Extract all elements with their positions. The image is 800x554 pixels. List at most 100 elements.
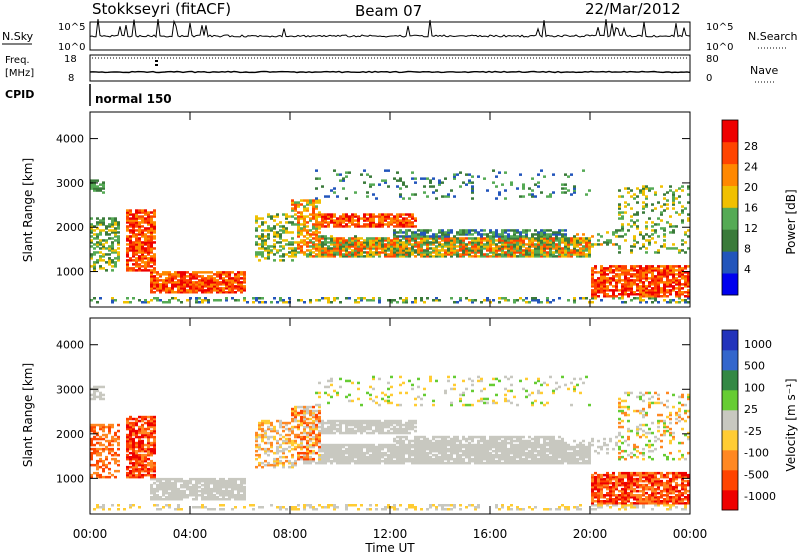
velocity-cell	[336, 451, 339, 455]
power-cell	[300, 229, 303, 232]
velocity-cell	[189, 494, 192, 497]
power-cell	[171, 283, 174, 286]
velocity-cell	[132, 461, 135, 465]
power-cell	[342, 187, 345, 190]
power-cell	[561, 233, 564, 236]
power-cell	[99, 239, 102, 242]
power-cell	[492, 253, 495, 256]
power-cell	[141, 259, 144, 262]
power-cell	[108, 261, 111, 264]
velocity-cell	[117, 437, 120, 441]
power-cell	[297, 299, 300, 302]
power-cell	[270, 229, 273, 232]
power-cell	[678, 265, 681, 268]
velocity-cell	[279, 449, 282, 453]
power-cell	[414, 255, 417, 258]
velocity-cell	[294, 433, 297, 437]
power-cell	[411, 193, 414, 196]
velocity-cell	[408, 443, 411, 447]
power-cell	[621, 293, 624, 296]
power-cell	[342, 237, 345, 240]
power-cell	[648, 283, 651, 286]
velocity-cell	[333, 421, 336, 425]
power-cell	[324, 241, 327, 244]
power-cell	[408, 221, 411, 224]
velocity-cell	[132, 447, 135, 451]
power-cell	[603, 275, 606, 278]
power-cell	[273, 243, 276, 246]
power-cell	[231, 283, 234, 286]
power-cell	[354, 249, 357, 252]
velocity-cell	[96, 433, 99, 437]
power-cell	[210, 285, 213, 288]
power-cell	[492, 181, 495, 184]
velocity-cell	[309, 449, 312, 453]
power-cell	[597, 291, 600, 294]
velocity-cell	[333, 451, 336, 455]
power-cell	[345, 297, 348, 300]
power-cell	[516, 187, 519, 190]
power-cell	[468, 229, 471, 232]
power-cell	[459, 297, 462, 300]
power-cell	[462, 237, 465, 240]
power-cell	[504, 243, 507, 246]
power-cell	[354, 301, 357, 304]
power-cell	[369, 255, 372, 258]
power-cell	[444, 231, 447, 234]
power-cell	[117, 257, 120, 260]
power-cell	[600, 299, 603, 302]
power-cell	[141, 245, 144, 248]
velocity-cell	[384, 506, 387, 509]
velocity-cell	[387, 381, 390, 385]
power-cell	[201, 289, 204, 292]
power-cell	[111, 243, 114, 246]
velocity-cell	[138, 431, 141, 435]
velocity-cell	[339, 455, 342, 459]
power-cell	[156, 285, 159, 288]
velocity-cell	[132, 453, 135, 457]
velocity-cell	[390, 375, 393, 379]
power-cell	[414, 233, 417, 236]
velocity-cell	[357, 421, 360, 425]
velocity-cell	[141, 463, 144, 467]
velocity-cell	[102, 508, 105, 511]
velocity-cell	[306, 443, 309, 447]
power-cell	[348, 171, 351, 174]
power-cell	[99, 221, 102, 224]
power-cell	[237, 299, 240, 302]
power-cell	[561, 255, 564, 258]
power-cell	[615, 231, 618, 234]
velocity-cell	[333, 447, 336, 451]
velocity-cell	[105, 435, 108, 439]
power-cell	[204, 279, 207, 282]
power-cell	[108, 257, 111, 260]
freq-marker	[155, 64, 158, 66]
velocity-cell	[366, 449, 369, 453]
power-cell	[540, 191, 543, 194]
velocity-cell	[102, 443, 105, 447]
velocity-cell	[363, 429, 366, 433]
power-cell	[225, 279, 228, 282]
velocity-cell	[360, 449, 363, 453]
power-cell	[126, 255, 129, 258]
velocity-cell	[147, 471, 150, 475]
velocity-cell	[369, 431, 372, 435]
power-cell	[219, 299, 222, 302]
power-cell	[447, 243, 450, 246]
power-cell	[366, 239, 369, 242]
power-cell	[132, 241, 135, 244]
power-cell	[657, 269, 660, 272]
power-cell	[555, 243, 558, 246]
power-cell	[609, 279, 612, 282]
power-cell	[618, 189, 621, 192]
velocity-cell	[336, 393, 339, 397]
power-cell	[180, 291, 183, 294]
power-cell	[582, 247, 585, 250]
power-cell	[159, 289, 162, 292]
power-cell	[615, 235, 618, 238]
velocity-cell	[276, 447, 279, 451]
velocity-cell	[195, 496, 198, 499]
velocity-cell	[96, 441, 99, 445]
power-cell	[636, 195, 639, 198]
power-cell	[147, 241, 150, 244]
